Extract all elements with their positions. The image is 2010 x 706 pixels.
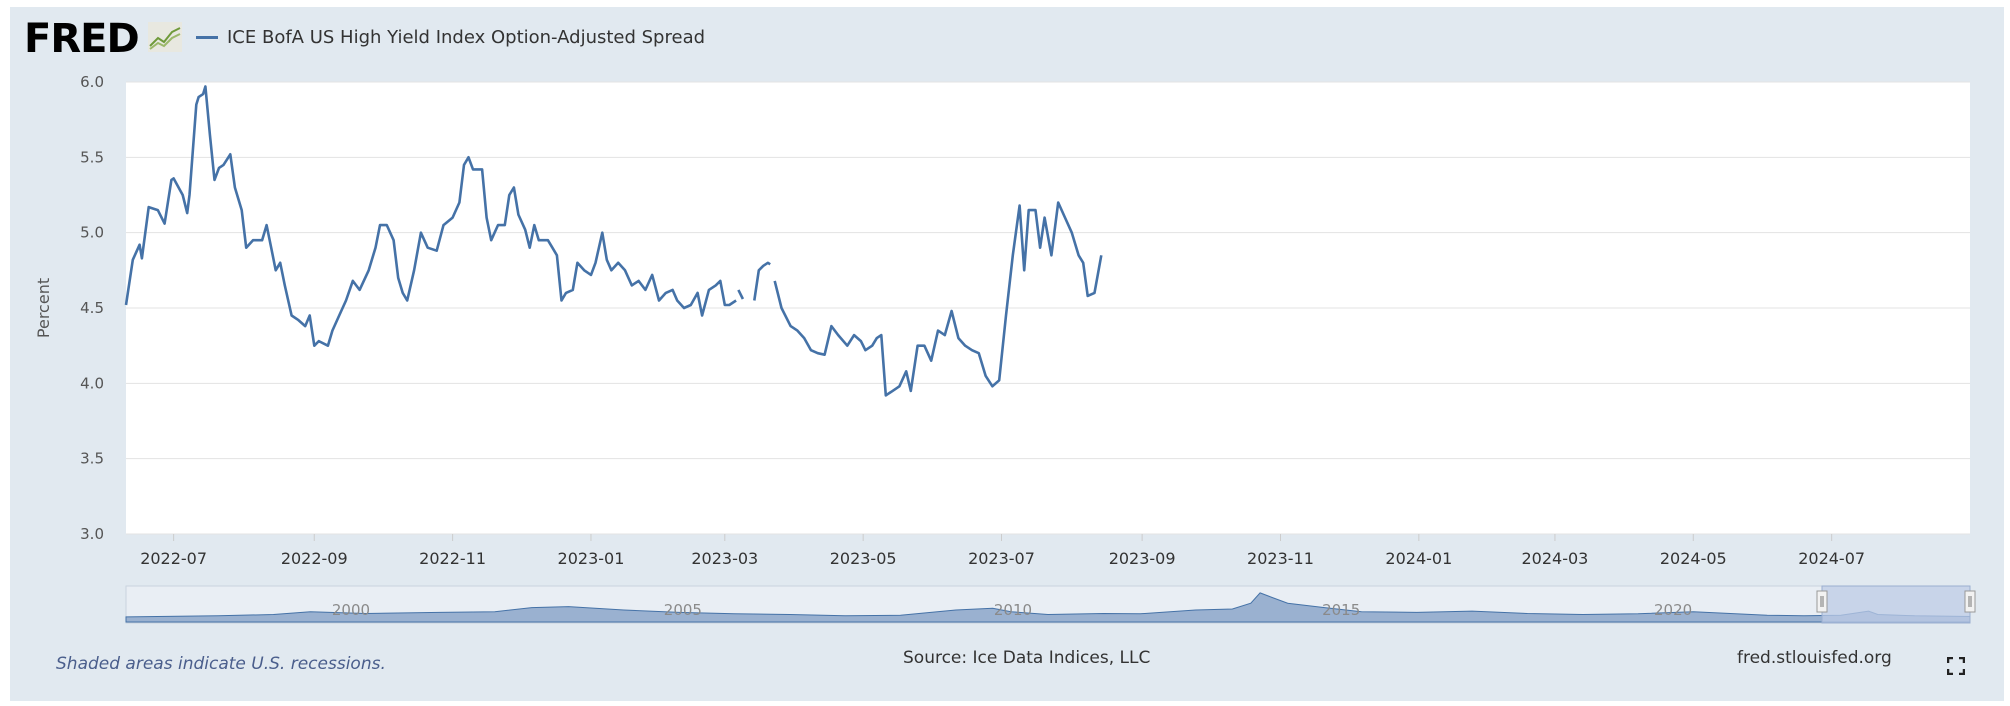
legend-series-swatch bbox=[196, 36, 218, 39]
x-axis-ticks: 2022-07 2022-09 2022-11 2023-01 2023-03 2023-… bbox=[140, 534, 1865, 568]
y-axis-label: Percent bbox=[34, 278, 53, 338]
x-tick-label: 2023-09 bbox=[1109, 549, 1176, 568]
x-tick-label: 2022-09 bbox=[281, 549, 348, 568]
x-tick-label: 2023-03 bbox=[691, 549, 758, 568]
x-tick-label: 2023-05 bbox=[830, 549, 897, 568]
x-tick-label: 2024-03 bbox=[1522, 549, 1589, 568]
site-link[interactable]: fred.stlouisfed.org bbox=[1737, 648, 1892, 668]
legend-series-label[interactable]: ICE BofA US High Yield Index Option-Adju… bbox=[227, 27, 706, 48]
x-tick-label: 2024-01 bbox=[1385, 549, 1452, 568]
series-line-segment bbox=[737, 289, 745, 300]
y-tick-label: 3.5 bbox=[80, 450, 104, 468]
navigator-year-label: 2020 bbox=[1654, 601, 1692, 619]
x-tick-label: 2023-11 bbox=[1247, 549, 1314, 568]
fred-logo[interactable]: FRED bbox=[24, 16, 140, 62]
y-tick-label: 5.5 bbox=[80, 148, 104, 166]
chart-legend[interactable]: ICE BofA US High Yield Index Option-Adju… bbox=[196, 27, 705, 48]
x-tick-label: 2024-05 bbox=[1660, 549, 1727, 568]
y-tick-label: 5.0 bbox=[80, 224, 104, 242]
navigator[interactable]: 2000 2005 2010 2015 2020 bbox=[125, 585, 1976, 624]
navigator-right-handle[interactable] bbox=[1964, 590, 1976, 613]
x-tick-label: 2024-07 bbox=[1798, 549, 1865, 568]
navigator-year-labels: 2000 2005 2010 2015 2020 bbox=[332, 601, 1692, 619]
x-tick-label: 2023-01 bbox=[558, 549, 625, 568]
y-tick-label: 6.0 bbox=[80, 73, 104, 91]
fred-logo-graph-icon bbox=[148, 22, 182, 52]
series-lines bbox=[124, 85, 1103, 397]
x-tick-label: 2022-11 bbox=[419, 549, 486, 568]
navigator-year-label: 2010 bbox=[994, 601, 1032, 619]
navigator-left-handle[interactable] bbox=[1816, 590, 1828, 613]
navigator-year-label: 2005 bbox=[664, 601, 702, 619]
series-line-segment bbox=[124, 85, 737, 348]
series-line-segment bbox=[773, 201, 1103, 397]
x-tick-label: 2023-07 bbox=[968, 549, 1035, 568]
navigator-selection[interactable] bbox=[1821, 585, 1971, 624]
y-tick-label: 4.0 bbox=[80, 374, 104, 392]
source-text: Source: Ice Data Indices, LLC bbox=[903, 648, 1151, 668]
fullscreen-icon[interactable] bbox=[1947, 657, 1965, 675]
navigator-series-area bbox=[125, 592, 1971, 623]
y-axis-ticks: 3.0 3.5 4.0 4.5 5.0 5.5 6.0 bbox=[80, 73, 104, 543]
y-tick-label: 3.0 bbox=[80, 525, 104, 543]
y-tick-label: 4.5 bbox=[80, 299, 104, 317]
recession-note: Shaded areas indicate U.S. recessions. bbox=[56, 654, 386, 674]
gridlines bbox=[126, 81, 1970, 535]
navigator-year-label: 2000 bbox=[332, 601, 370, 619]
navigator-year-label: 2015 bbox=[1322, 601, 1360, 619]
x-tick-label: 2022-07 bbox=[140, 549, 207, 568]
series-line-segment bbox=[753, 261, 771, 301]
